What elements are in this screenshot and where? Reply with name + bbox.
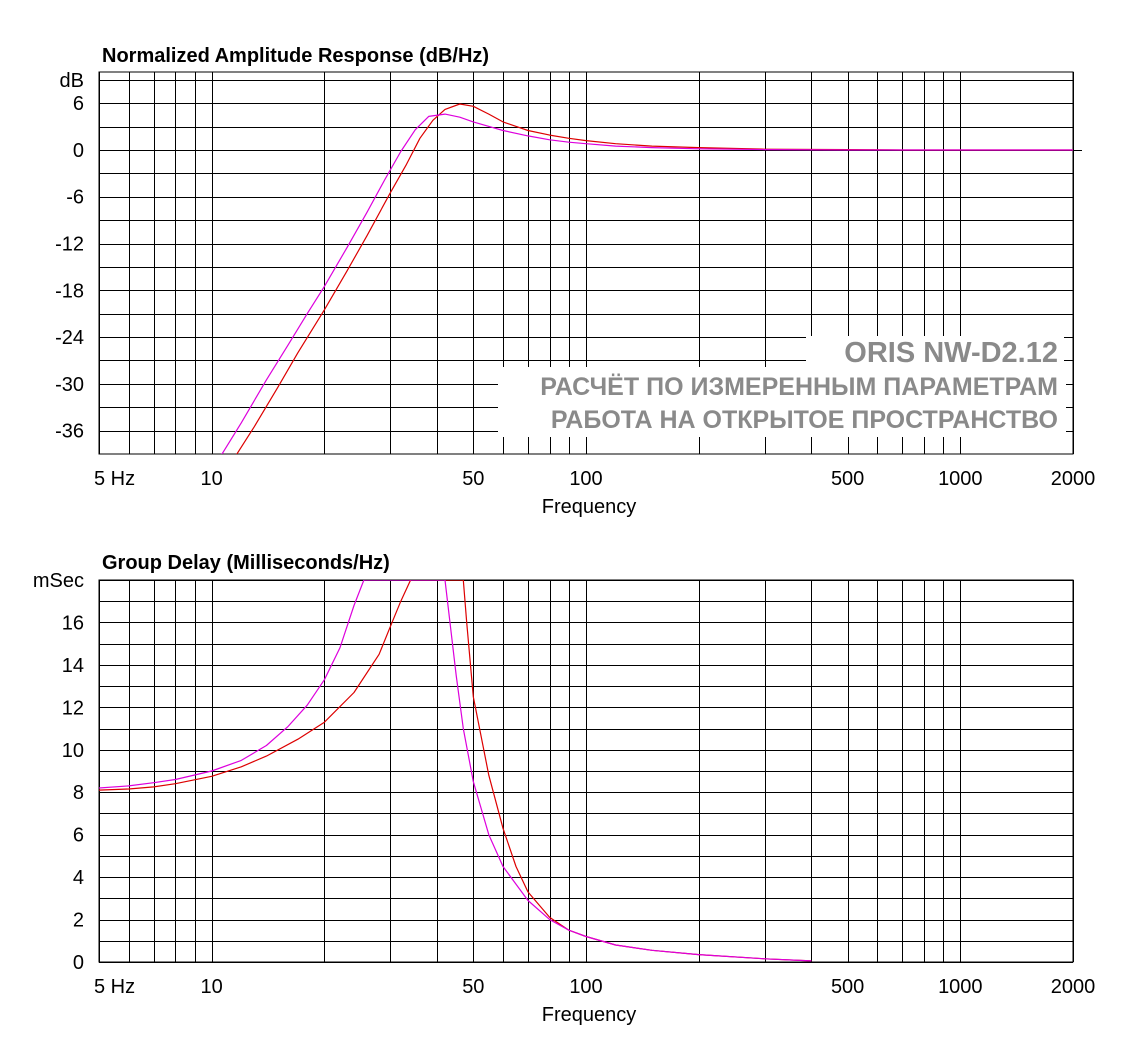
watermark: ORIS NW-D2.12 РАСЧЁТ ПО ИЗМЕРЕННЫМ ПАРАМ… <box>498 336 1066 437</box>
group-delay-series-line-2 <box>99 580 812 962</box>
group-delay-y-tick-label: 10 <box>62 740 84 762</box>
group-delay-x-tick-label: 100 <box>569 976 602 998</box>
amplitude-chart-title: Normalized Amplitude Response (dB/Hz) <box>102 45 489 67</box>
amplitude-y-tick-label: -6 <box>66 187 84 209</box>
group-delay-series-group <box>99 580 812 962</box>
amplitude-x-tick-label: 1000 <box>938 468 983 490</box>
amplitude-x-tick-label: 100 <box>569 468 602 490</box>
amplitude-x-tick-label: 2000 <box>1051 468 1096 490</box>
group-delay-panel: Group Delay (Milliseconds/Hz) Frequency … <box>33 552 1095 1026</box>
amplitude-series-line-1 <box>236 103 1073 454</box>
amplitude-y-tick-label: dB <box>60 70 84 92</box>
amplitude-series-group <box>221 103 1073 454</box>
amplitude-x-tick-label: 5 Hz <box>94 468 135 490</box>
group-delay-series-line-1 <box>99 580 812 962</box>
group-delay-x-tick-label: 500 <box>831 976 864 998</box>
amplitude-y-tick-label: 6 <box>73 93 84 115</box>
group-delay-chart-title: Group Delay (Milliseconds/Hz) <box>102 552 390 574</box>
amplitude-x-tick-label: 50 <box>462 468 484 490</box>
watermark-line-2: РАСЧЁТ ПО ИЗМЕРЕННЫМ ПАРАМЕТРАМ <box>540 373 1058 401</box>
amplitude-y-tick-label: -12 <box>55 234 84 256</box>
group-delay-x-tick-label: 2000 <box>1051 976 1096 998</box>
amplitude-y-tick-label: -18 <box>55 280 84 302</box>
amplitude-y-tick-label: -24 <box>55 327 84 349</box>
group-delay-x-tick-label: 1000 <box>938 976 983 998</box>
group-delay-y-tick-label: 4 <box>73 867 84 889</box>
group-delay-x-tick-labels: 5 Hz 10 50 100 500 1000 2000 <box>94 976 1095 998</box>
group-delay-y-tick-label: 0 <box>73 952 84 974</box>
amplitude-x-axis-label: Frequency <box>542 496 637 518</box>
amplitude-x-tick-label: 500 <box>831 468 864 490</box>
watermark-line-1: ORIS NW-D2.12 <box>844 337 1058 369</box>
amplitude-response-panel: Normalized Amplitude Response (dB/Hz) Fr… <box>55 45 1095 518</box>
amplitude-x-tick-label: 10 <box>201 468 223 490</box>
watermark-background <box>498 367 1066 437</box>
group-delay-y-tick-label: 8 <box>73 782 84 804</box>
group-delay-y-tick-label: 6 <box>73 825 84 847</box>
amplitude-y-tick-labels: dB6 0 -6 -12 -18 -24 -30 -36 <box>55 70 84 443</box>
group-delay-y-tick-label: 16 <box>62 612 84 634</box>
amplitude-y-tick-label: -30 <box>55 374 84 396</box>
group-delay-x-tick-label: 50 <box>462 976 484 998</box>
group-delay-y-tick-labels: mSec 16 14 12 10 8 6 4 2 0 <box>33 570 84 974</box>
group-delay-x-axis-label: Frequency <box>542 1004 637 1026</box>
amplitude-y-tick-label: -36 <box>55 421 84 443</box>
watermark-background-top <box>806 336 1064 370</box>
group-delay-y-tick-label: 12 <box>62 697 84 719</box>
amplitude-series-line-2 <box>221 113 1073 454</box>
amplitude-x-tick-labels: 5 Hz 10 50 100 500 1000 2000 <box>94 468 1095 490</box>
group-delay-grid <box>98 579 1074 963</box>
group-delay-y-tick-label: 14 <box>62 655 84 677</box>
group-delay-x-tick-label: 10 <box>201 976 223 998</box>
group-delay-y-tick-label: mSec <box>33 570 84 592</box>
group-delay-x-tick-label: 5 Hz <box>94 976 135 998</box>
watermark-line-3: РАБОТА НА ОТКРЫТОЕ ПРОСТРАНСТВО <box>551 406 1058 434</box>
amplitude-y-tick-label: 0 <box>73 140 84 162</box>
group-delay-y-tick-label: 2 <box>73 910 84 932</box>
